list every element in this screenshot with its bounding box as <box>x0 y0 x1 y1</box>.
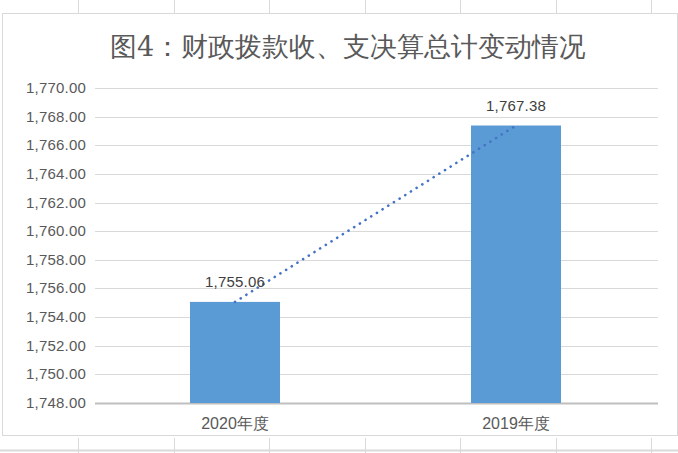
y-axis-tick-label: 1,748.00 <box>0 394 86 412</box>
plot-area <box>0 0 678 453</box>
y-axis-tick-label: 1,766.00 <box>0 136 86 154</box>
y-axis-tick-label: 1,758.00 <box>0 251 86 269</box>
y-axis-tick-label: 1,752.00 <box>0 337 86 355</box>
y-axis-tick-label: 1,750.00 <box>0 365 86 383</box>
bar-2020年度[interactable] <box>190 302 280 403</box>
y-axis-tick-label: 1,768.00 <box>0 108 86 126</box>
bar-2019年度[interactable] <box>471 126 561 403</box>
bar-data-label: 1,755.06 <box>175 273 295 291</box>
bar-data-label: 1,767.38 <box>456 97 576 115</box>
y-axis-tick-label: 1,754.00 <box>0 308 86 326</box>
y-axis-tick-label: 1,764.00 <box>0 165 86 183</box>
x-axis-category-label: 2020年度 <box>165 414 305 434</box>
chart-title: 图4：财政拨款收、支决算总计变动情况 <box>18 28 678 66</box>
x-axis-category-label: 2019年度 <box>446 414 586 434</box>
y-axis-tick-label: 1,762.00 <box>0 194 86 212</box>
spreadsheet-canvas: 图4：财政拨款收、支决算总计变动情况 1,748.00 1,750.00 1,752… <box>0 0 678 453</box>
y-axis-tick-label: 1,760.00 <box>0 222 86 240</box>
y-axis-tick-label: 1,756.00 <box>0 279 86 297</box>
y-axis-tick-label: 1,770.00 <box>0 79 86 97</box>
